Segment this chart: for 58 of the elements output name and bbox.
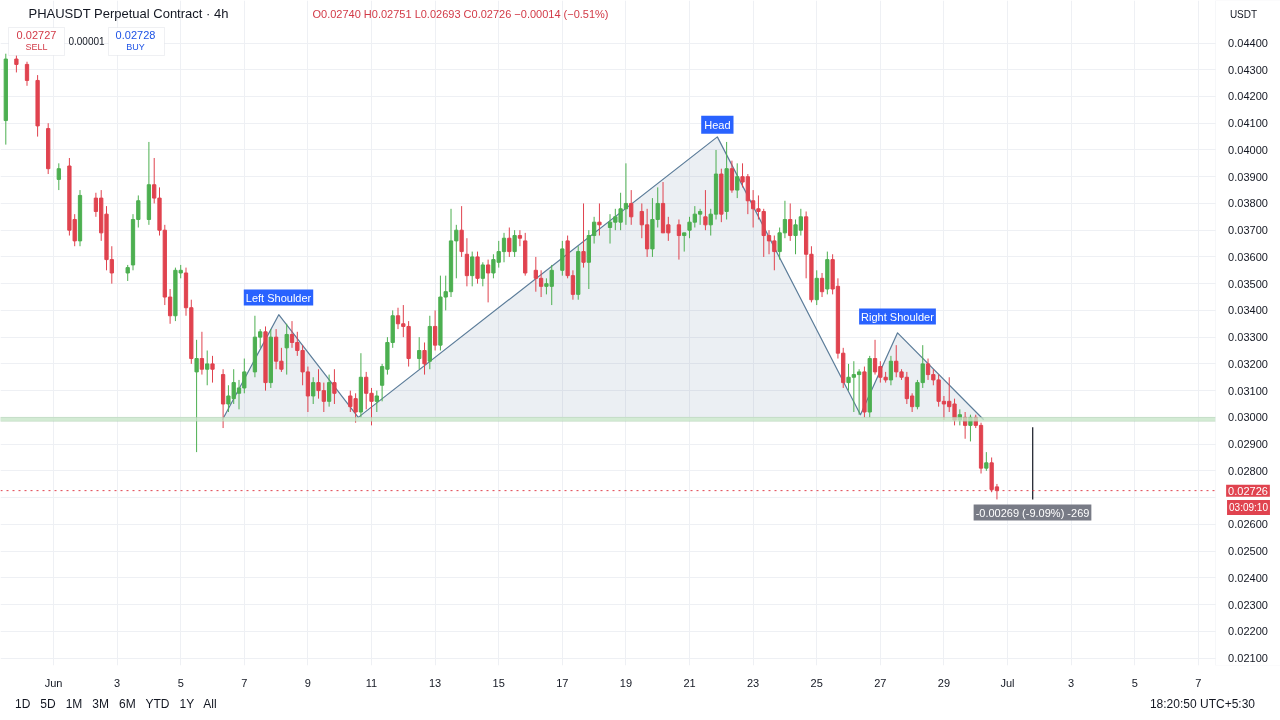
y-tick-label: 0.03600 [1228,250,1268,263]
x-tick-label: 21 [683,676,696,689]
y-tick-label: 0.02300 [1228,598,1268,611]
y-tick-label: 0.02100 [1228,652,1268,665]
y-tick-label: 0.02600 [1228,518,1268,531]
y-tick-label: 0.03000 [1228,411,1268,424]
x-tick-label: 23 [747,676,760,689]
x-tick-label: 9 [304,676,311,689]
x-tick-label: 29 [937,676,951,689]
y-tick-label: 0.03400 [1228,304,1268,317]
y-tick-label: 0.02200 [1228,625,1268,638]
y-tick-label: 0.02800 [1228,464,1268,477]
x-tick-label: Jun [44,676,63,689]
annotation: USDT [1229,9,1258,20]
annotation: 0.02728 [115,28,156,41]
x-tick-label: 3 [114,676,121,689]
x-tick-label: 5 [1131,676,1138,689]
y-tick-label: 0.04000 [1228,143,1268,156]
annotation: O0.02740 H0.02751 L0.02693 C0.02726 −0.00014 (−0.51%) [312,7,609,20]
annotation: -0.00269 (-9.09%) -269 [975,506,1090,519]
text: PHAUSDT Perpetual Contract · 4h [28,6,229,21]
y-tick-label: 0.03200 [1228,357,1268,370]
x-tick-label: 19 [619,676,633,689]
x-tick-label: 27 [874,676,887,689]
annotation: Right Shoulder [861,310,935,323]
annotation: 0.02727 [16,28,57,41]
text: 1D 5D 1M 3M 6M YTD 1Y All [15,696,217,713]
x-tick-label: 13 [429,676,442,689]
y-tick-label: 0.04400 [1228,37,1268,50]
x-tick-label: 17 [556,676,569,689]
annotation: SELL [25,41,48,52]
x-tick-label: 25 [810,676,823,689]
x-tick-label: 5 [177,676,184,689]
y-tick-label: 0.04300 [1228,63,1268,76]
text: 18:20:50 UTC+5:30 [1149,696,1255,713]
y-tick-label: 0.03900 [1228,170,1268,183]
x-tick-label: 3 [1068,676,1075,689]
x-tick-label: 15 [492,676,505,689]
y-tick-label: 0.04200 [1228,90,1268,103]
annotation: Head [704,118,731,131]
y-tick-label: 0.03800 [1228,197,1268,210]
annotation: 0.00001 [68,35,106,47]
y-tick-label: 0.02500 [1228,545,1268,558]
y-tick-label: 0.04100 [1228,117,1268,130]
y-tick-label: 0.02400 [1228,571,1268,584]
x-tick-label: 11 [365,676,378,689]
annotation: BUY [126,41,145,52]
annotation: 03:09:10 [1229,502,1269,513]
x-tick-label: 7 [1195,676,1202,689]
y-tick-label: 0.03300 [1228,331,1268,344]
y-tick-label: 0.03700 [1228,224,1268,237]
annotation: Left Shoulder [245,291,312,304]
ref-line-label: 0.02726 [1228,484,1268,497]
x-tick-label: Jul [1000,676,1015,689]
y-tick-label: 0.02900 [1228,438,1268,451]
x-tick-label: 7 [241,676,248,689]
y-tick-label: 0.03100 [1228,384,1268,397]
y-tick-label: 0.03500 [1228,277,1268,290]
